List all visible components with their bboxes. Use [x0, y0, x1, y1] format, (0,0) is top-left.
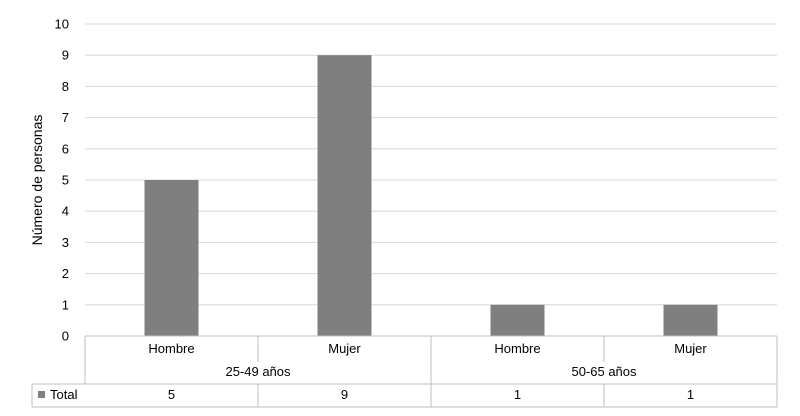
y-tick-label: 3 — [62, 235, 69, 250]
y-tick-label: 7 — [62, 110, 69, 125]
legend-label: Total — [50, 387, 78, 402]
bar — [144, 180, 199, 336]
bars — [144, 55, 718, 336]
y-tick-label: 2 — [62, 266, 69, 281]
bar — [663, 304, 718, 336]
y-tick-label: 6 — [62, 141, 69, 156]
x-category-label: Hombre — [148, 341, 194, 356]
x-category-label: Mujer — [328, 341, 361, 356]
y-tick-label: 1 — [62, 297, 69, 312]
data-table-value: 1 — [687, 387, 694, 402]
x-category-label: Mujer — [674, 341, 707, 356]
legend-swatch — [38, 391, 45, 398]
y-tick-label: 10 — [55, 17, 69, 32]
data-table: Hombre Mujer Hombre Mujer 25-49 años 50-65 añ… — [31, 335, 778, 408]
x-category-label: Hombre — [494, 341, 540, 356]
y-tick-label: 4 — [62, 204, 69, 219]
data-table-value: 9 — [341, 387, 348, 402]
y-tick-label: 5 — [62, 173, 69, 188]
y-axis-ticks: 0 1 2 3 4 5 6 7 8 9 10 — [55, 17, 69, 344]
y-tick-label: 9 — [62, 48, 69, 63]
data-table-value: 5 — [168, 387, 175, 402]
y-axis-title: Número de personas — [29, 115, 45, 246]
bar — [490, 304, 545, 336]
gridlines — [85, 23, 777, 337]
y-tick-label: 8 — [62, 79, 69, 94]
data-table-value: 1 — [514, 387, 521, 402]
bar — [317, 55, 372, 336]
x-group-label: 25-49 años — [225, 364, 291, 379]
y-tick-label: 0 — [62, 329, 69, 344]
x-group-label: 50-65 años — [571, 364, 637, 379]
